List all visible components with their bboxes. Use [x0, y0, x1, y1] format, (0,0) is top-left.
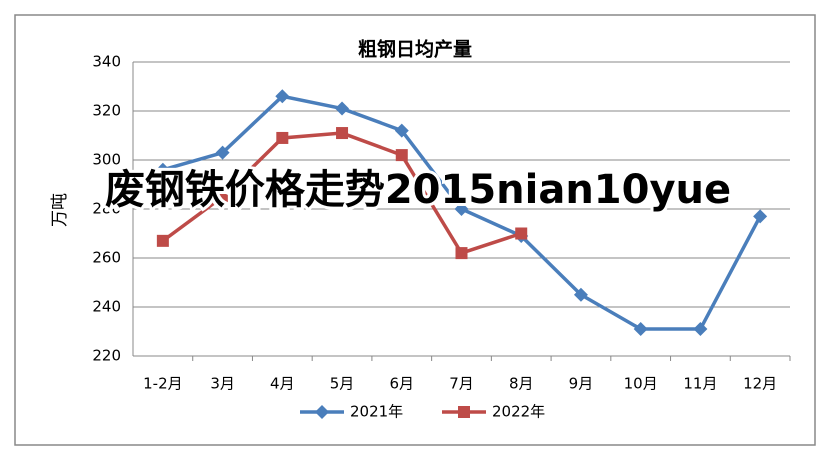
y-tick-label: 240 [92, 298, 121, 316]
y-tick-label: 340 [92, 53, 121, 71]
point [753, 209, 768, 224]
point [454, 202, 469, 216]
point [394, 123, 409, 138]
x-tick-label: 5月 [330, 375, 355, 393]
point [335, 101, 350, 116]
y-tick-label: 260 [92, 249, 121, 267]
x-tick-label: 4月 [270, 375, 295, 393]
y-tick-label: 220 [92, 347, 121, 365]
point [336, 127, 349, 140]
point [156, 234, 169, 247]
chart-frame [14, 14, 816, 446]
legend-label: 2022年 [492, 403, 545, 421]
point [395, 149, 408, 162]
legend-marker [458, 406, 470, 418]
point [215, 145, 230, 160]
x-tick-label: 6月 [389, 375, 414, 393]
x-tick-label: 12月 [743, 375, 777, 393]
legend-marker [315, 405, 329, 419]
x-tick-label: 3月 [210, 375, 235, 393]
x-tick-label: 1-2月 [143, 375, 183, 393]
point [275, 89, 290, 104]
point [693, 322, 708, 337]
point [573, 287, 588, 302]
x-tick-label: 11月 [683, 375, 717, 393]
overlay-text: 废钢铁价格走势2015nian10yue [105, 167, 731, 213]
y-tick-label: 280 [92, 200, 121, 218]
point [455, 247, 468, 260]
x-tick-label: 7月 [449, 375, 474, 393]
y-axis-label: 万吨 [50, 193, 70, 227]
point [515, 227, 528, 240]
legend-label: 2021年 [350, 403, 403, 421]
x-tick-label: 9月 [569, 375, 594, 393]
point [276, 131, 289, 144]
y-tick-label: 300 [92, 151, 121, 169]
chart-title: 粗钢日均产量 [358, 38, 472, 61]
x-tick-label: 10月 [624, 375, 658, 393]
point [633, 322, 648, 337]
x-tick-label: 8月 [509, 375, 534, 393]
point [155, 162, 170, 177]
point [216, 190, 229, 203]
y-tick-label: 320 [92, 102, 121, 120]
